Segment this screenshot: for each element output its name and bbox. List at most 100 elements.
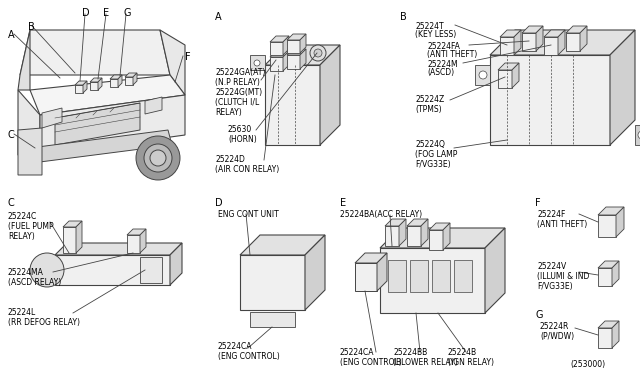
Text: C: C bbox=[8, 130, 15, 140]
Polygon shape bbox=[270, 51, 289, 57]
Polygon shape bbox=[522, 26, 543, 33]
Bar bbox=[410, 260, 428, 292]
Polygon shape bbox=[490, 30, 635, 55]
Text: 25224R: 25224R bbox=[540, 322, 570, 331]
Polygon shape bbox=[118, 75, 122, 87]
Text: (ILLUMI & IND: (ILLUMI & IND bbox=[537, 272, 589, 281]
Polygon shape bbox=[566, 26, 587, 33]
Polygon shape bbox=[170, 243, 182, 285]
Polygon shape bbox=[265, 65, 320, 145]
Polygon shape bbox=[612, 321, 619, 348]
Polygon shape bbox=[320, 45, 340, 145]
Polygon shape bbox=[598, 261, 619, 268]
Polygon shape bbox=[20, 30, 170, 75]
Polygon shape bbox=[270, 57, 283, 71]
Text: (CLUTCH I/L: (CLUTCH I/L bbox=[215, 98, 259, 107]
Polygon shape bbox=[475, 65, 490, 85]
Text: E: E bbox=[103, 8, 109, 18]
Polygon shape bbox=[429, 223, 450, 230]
Text: RELAY): RELAY) bbox=[215, 108, 242, 117]
Polygon shape bbox=[75, 85, 83, 93]
Text: 25224F: 25224F bbox=[537, 210, 565, 219]
Text: 25224V: 25224V bbox=[537, 262, 566, 271]
Polygon shape bbox=[385, 226, 399, 246]
Text: (ENG CONTROL): (ENG CONTROL) bbox=[218, 352, 280, 361]
Polygon shape bbox=[287, 55, 300, 69]
Polygon shape bbox=[287, 49, 306, 55]
Polygon shape bbox=[42, 108, 62, 128]
Text: 25224Q: 25224Q bbox=[415, 140, 445, 149]
Text: (BLOWER RELAY): (BLOWER RELAY) bbox=[393, 358, 458, 367]
Text: (N.P RELAY): (N.P RELAY) bbox=[215, 78, 260, 87]
Text: (RR DEFOG RELAY): (RR DEFOG RELAY) bbox=[8, 318, 80, 327]
Polygon shape bbox=[40, 95, 185, 155]
Polygon shape bbox=[598, 268, 612, 286]
Polygon shape bbox=[63, 227, 76, 253]
Polygon shape bbox=[110, 75, 122, 79]
Polygon shape bbox=[490, 55, 610, 145]
Text: (IGN RELAY): (IGN RELAY) bbox=[448, 358, 494, 367]
Bar bbox=[140, 257, 162, 283]
Polygon shape bbox=[90, 82, 98, 90]
Text: ENG CONT UNIT: ENG CONT UNIT bbox=[218, 210, 279, 219]
Polygon shape bbox=[544, 37, 558, 55]
Text: 25224CA: 25224CA bbox=[340, 348, 374, 357]
Polygon shape bbox=[355, 263, 377, 291]
Polygon shape bbox=[514, 30, 521, 55]
Text: 25630: 25630 bbox=[228, 125, 252, 134]
Polygon shape bbox=[616, 207, 624, 237]
Bar bbox=[388, 260, 406, 292]
Polygon shape bbox=[610, 30, 635, 145]
Polygon shape bbox=[598, 207, 624, 215]
Polygon shape bbox=[287, 40, 300, 53]
Polygon shape bbox=[305, 235, 325, 310]
Text: 25224MA: 25224MA bbox=[8, 268, 44, 277]
Text: 25224G(MT): 25224G(MT) bbox=[215, 88, 262, 97]
Text: F: F bbox=[535, 198, 541, 208]
Text: (KEY LESS): (KEY LESS) bbox=[415, 30, 456, 39]
Polygon shape bbox=[355, 253, 387, 263]
Circle shape bbox=[150, 150, 166, 166]
Text: A: A bbox=[8, 30, 15, 40]
Circle shape bbox=[254, 60, 260, 66]
Text: (FOG LAMP: (FOG LAMP bbox=[415, 150, 458, 159]
Text: A: A bbox=[215, 12, 221, 22]
Polygon shape bbox=[240, 255, 305, 310]
Polygon shape bbox=[498, 63, 519, 70]
Text: G: G bbox=[124, 8, 131, 18]
Text: B: B bbox=[28, 22, 35, 32]
Polygon shape bbox=[399, 219, 406, 246]
Text: D: D bbox=[82, 8, 90, 18]
Polygon shape bbox=[522, 33, 536, 51]
Polygon shape bbox=[76, 221, 82, 253]
Circle shape bbox=[144, 144, 172, 172]
Text: RELAY): RELAY) bbox=[8, 232, 35, 241]
Polygon shape bbox=[385, 219, 406, 226]
Text: 25224T: 25224T bbox=[415, 22, 444, 31]
Text: (253000): (253000) bbox=[570, 360, 605, 369]
Text: 25224C: 25224C bbox=[8, 212, 37, 221]
Text: (ASCD): (ASCD) bbox=[427, 68, 454, 77]
Polygon shape bbox=[635, 125, 640, 145]
Polygon shape bbox=[63, 221, 82, 227]
Text: C: C bbox=[8, 198, 15, 208]
Polygon shape bbox=[429, 230, 443, 250]
Polygon shape bbox=[90, 78, 102, 82]
Polygon shape bbox=[98, 78, 102, 90]
Polygon shape bbox=[18, 128, 42, 175]
Polygon shape bbox=[566, 33, 580, 51]
Text: (TPMS): (TPMS) bbox=[415, 105, 442, 114]
Circle shape bbox=[310, 45, 326, 61]
Polygon shape bbox=[485, 228, 505, 313]
Polygon shape bbox=[55, 255, 170, 285]
Polygon shape bbox=[160, 30, 185, 95]
Polygon shape bbox=[598, 215, 616, 237]
Circle shape bbox=[479, 71, 487, 79]
Text: 25224M: 25224M bbox=[427, 60, 458, 69]
Text: (HORN): (HORN) bbox=[228, 135, 257, 144]
Polygon shape bbox=[18, 90, 40, 155]
Polygon shape bbox=[270, 36, 289, 42]
Polygon shape bbox=[145, 97, 162, 114]
Polygon shape bbox=[580, 26, 587, 51]
Text: 25224CA: 25224CA bbox=[218, 342, 253, 351]
